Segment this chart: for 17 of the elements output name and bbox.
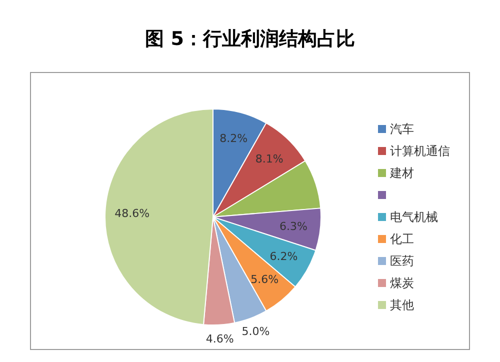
- data-label: 8.2%: [220, 132, 248, 146]
- legend-label: 化工: [390, 230, 414, 248]
- legend-label: 计算机通信: [390, 142, 450, 160]
- legend-label: 汽车: [390, 120, 414, 138]
- data-label: 5.6%: [250, 272, 279, 286]
- data-label: 5.0%: [242, 324, 270, 338]
- legend-label: 其他: [390, 296, 414, 314]
- data-label: 48.6%: [114, 206, 150, 220]
- legend-label: 建材: [390, 164, 414, 182]
- data-label: 6.2%: [270, 250, 298, 263]
- data-label: 8.1%: [255, 152, 284, 166]
- data-label: 4.6%: [206, 332, 234, 346]
- legend-label: 医药: [390, 252, 414, 270]
- legend-label: 电气机械: [390, 208, 438, 226]
- legend-label: 煤炭: [390, 274, 414, 292]
- chart-title: 图 5：行业利润结构占比: [144, 27, 356, 52]
- data-label: 6.3%: [279, 220, 308, 233]
